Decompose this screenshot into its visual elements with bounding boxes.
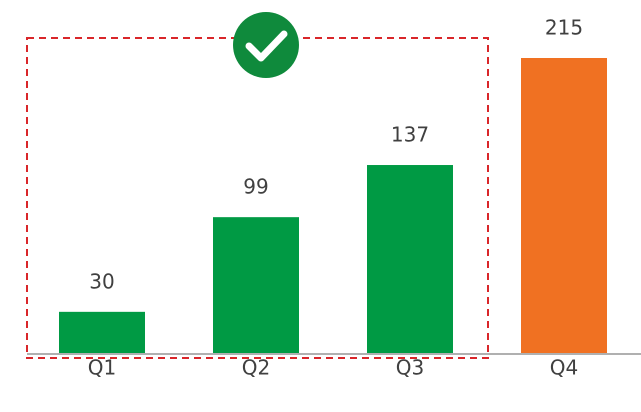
value-label: 99: [243, 175, 268, 199]
x-tick-label: Q3: [396, 356, 424, 380]
value-label: 30: [89, 269, 114, 293]
check-badge: [233, 12, 299, 78]
value-label: 215: [545, 16, 583, 40]
check-mark: [245, 30, 288, 62]
bar: [521, 58, 607, 353]
x-tick-label: Q2: [242, 356, 270, 380]
x-tick-label: Q1: [88, 356, 116, 380]
check-circle: [233, 12, 299, 78]
bar: [367, 165, 453, 353]
value-label: 137: [391, 123, 429, 147]
x-tick-label: Q4: [550, 356, 578, 380]
bar: [59, 311, 145, 353]
bar: [213, 217, 299, 353]
